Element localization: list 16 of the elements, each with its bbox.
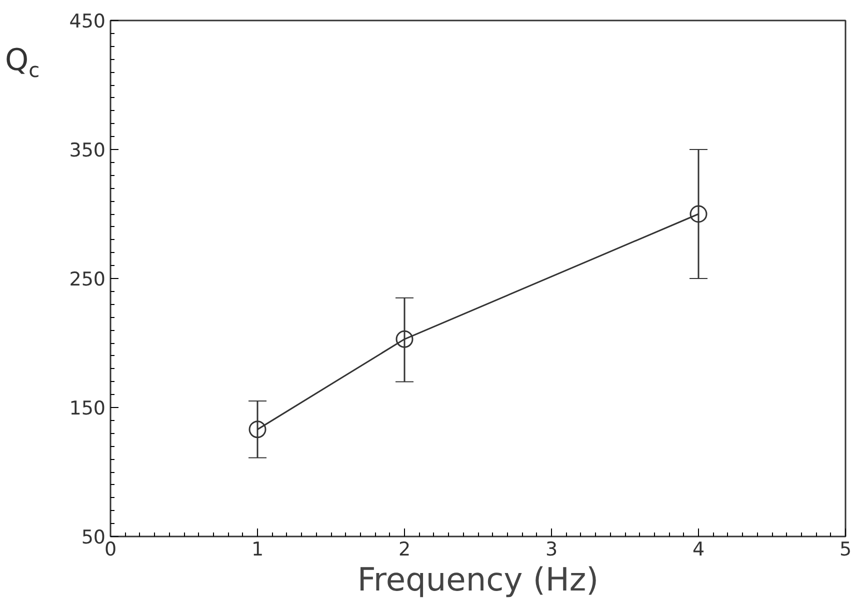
x-tick-label: 3 [545,538,558,560]
y-tick-label: 450 [69,10,106,32]
y-tick-label: 50 [81,526,106,548]
y-axis-title: Q$_{c}$ [5,42,40,84]
point [248,420,266,438]
x-axis-title: Frequency (Hz) [357,560,599,598]
y-tick-label: 150 [69,398,106,420]
x-tick-label: 4 [692,538,705,560]
x-tick-label: 5 [839,538,852,560]
x-tick-label: 0 [104,538,117,560]
x-tick-label: 2 [398,538,411,560]
x-tick-label: 1 [251,538,264,560]
y-tick-label: 350 [69,140,106,162]
point [396,330,414,348]
y-tick-label: 250 [69,268,106,290]
point [690,205,708,223]
